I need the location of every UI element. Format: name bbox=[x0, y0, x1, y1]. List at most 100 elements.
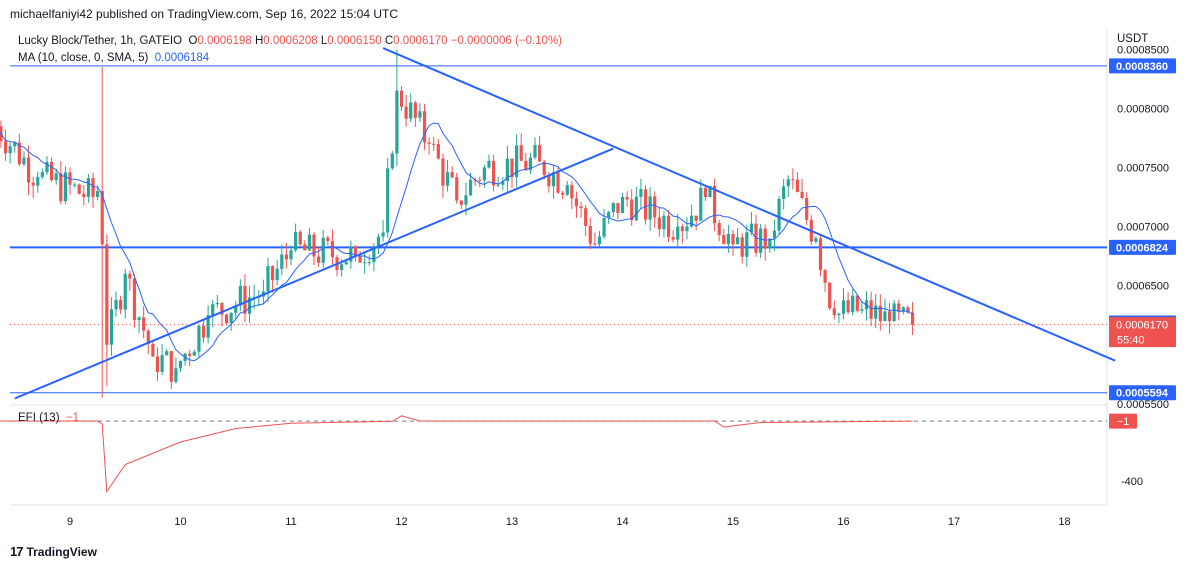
candle-body bbox=[330, 241, 335, 258]
candles-group bbox=[0, 49, 915, 398]
candle-body bbox=[777, 198, 781, 231]
candle-body bbox=[386, 168, 390, 233]
candle-body bbox=[699, 187, 703, 221]
x-tick-label: 17 bbox=[948, 516, 960, 528]
candle-body bbox=[505, 158, 509, 182]
candle-body bbox=[611, 203, 615, 213]
candle-body bbox=[114, 299, 118, 310]
candle-body bbox=[666, 215, 671, 238]
candle-body bbox=[814, 238, 818, 242]
candle-body bbox=[201, 325, 206, 338]
candle-body bbox=[441, 158, 445, 186]
candle-body bbox=[13, 142, 17, 147]
candle-body bbox=[639, 189, 643, 197]
close-value: 0.0006170 bbox=[393, 35, 448, 47]
candle-body bbox=[109, 309, 114, 345]
candle-body bbox=[8, 146, 12, 154]
candle-body bbox=[791, 179, 795, 181]
candle-body bbox=[602, 217, 606, 237]
candle-body bbox=[390, 153, 394, 169]
candle-body bbox=[556, 172, 560, 193]
close-label: C bbox=[384, 35, 394, 47]
candle-body bbox=[837, 313, 841, 316]
candle-body bbox=[468, 179, 473, 196]
candle-body bbox=[736, 237, 740, 245]
price-label-box bbox=[1109, 239, 1176, 255]
candle-body bbox=[238, 286, 242, 306]
tradingview-logo: 17 TradingView bbox=[10, 544, 97, 559]
candle-body bbox=[137, 317, 141, 321]
candle-body bbox=[59, 173, 63, 202]
candle-body bbox=[883, 311, 887, 322]
tradingview-logo-text: TradingView bbox=[26, 544, 97, 559]
candle-body bbox=[482, 167, 486, 181]
candle-body bbox=[455, 177, 459, 201]
candle-body bbox=[584, 208, 588, 226]
x-tick-label: 15 bbox=[727, 516, 739, 528]
candle-body bbox=[570, 185, 574, 199]
candle-body bbox=[818, 238, 823, 271]
candle-body bbox=[906, 307, 910, 313]
candle-body bbox=[367, 262, 371, 264]
candle-body bbox=[86, 178, 91, 197]
tradingview-logo-mark: 17 bbox=[10, 544, 24, 559]
candle-body bbox=[910, 312, 915, 325]
candle-body bbox=[897, 303, 901, 312]
candle-body bbox=[100, 191, 104, 245]
candle-body bbox=[280, 254, 284, 269]
y-tick-label: 0.0007500 bbox=[1117, 162, 1169, 174]
candle-body bbox=[284, 254, 288, 260]
candle-body bbox=[211, 304, 215, 316]
candle-body bbox=[413, 102, 417, 118]
candle-body bbox=[303, 244, 307, 251]
candle-body bbox=[132, 278, 137, 321]
candle-body bbox=[49, 161, 54, 181]
candle-body bbox=[63, 172, 67, 202]
candle-body bbox=[551, 172, 556, 187]
candle-body bbox=[795, 179, 800, 192]
candle-body bbox=[36, 176, 40, 186]
candle-body bbox=[22, 157, 26, 165]
candle-body bbox=[353, 246, 358, 257]
candle-body bbox=[165, 351, 169, 356]
efi-y-tick-label: -400 bbox=[1121, 476, 1143, 488]
candle-body bbox=[77, 184, 81, 194]
candle-body bbox=[376, 236, 381, 247]
efi-value: −1 bbox=[65, 412, 80, 424]
candle-body bbox=[634, 196, 638, 221]
candle-body bbox=[206, 315, 210, 338]
candle-body bbox=[874, 305, 878, 319]
candle-body bbox=[128, 273, 132, 279]
candle-body bbox=[759, 228, 763, 253]
ma-legend: MA (10, close, 0, SMA, 5) 0.0006184 bbox=[18, 52, 209, 64]
y-tick-label: 0.0006500 bbox=[1117, 281, 1169, 293]
candle-body bbox=[528, 157, 533, 171]
candle-body bbox=[220, 303, 224, 315]
x-tick-label: 16 bbox=[837, 516, 849, 528]
candle-body bbox=[768, 238, 772, 249]
countdown-text: 55:40 bbox=[1117, 335, 1145, 347]
candle-body bbox=[169, 351, 173, 382]
candle-body bbox=[142, 317, 146, 331]
ma-label: MA (10, close, 0, SMA, 5) bbox=[18, 52, 149, 64]
candle-body bbox=[515, 145, 519, 178]
candle-body bbox=[229, 312, 233, 324]
candle-body bbox=[869, 300, 873, 319]
candle-body bbox=[418, 111, 422, 118]
candle-body bbox=[188, 353, 192, 356]
price-label-text: 0.0006170 bbox=[1116, 320, 1168, 332]
candle-body bbox=[805, 197, 809, 220]
candle-body bbox=[565, 185, 569, 195]
candle-body bbox=[892, 303, 896, 322]
candle-body bbox=[749, 223, 754, 233]
candle-body bbox=[146, 330, 150, 344]
candle-body bbox=[91, 178, 95, 197]
candle-body bbox=[123, 273, 127, 310]
ma-line bbox=[0, 122, 913, 362]
candle-body bbox=[243, 286, 247, 314]
x-tick-label: 13 bbox=[506, 516, 518, 528]
candle-body bbox=[694, 215, 698, 221]
price-label-text: 0.0006824 bbox=[1116, 242, 1169, 254]
candle-body bbox=[657, 217, 661, 230]
candle-body bbox=[432, 143, 436, 145]
